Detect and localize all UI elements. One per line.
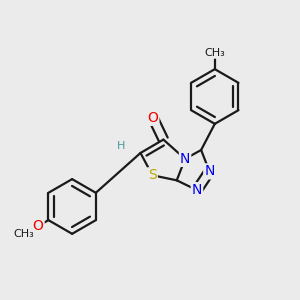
Text: N: N [180, 152, 190, 166]
Text: CH₃: CH₃ [14, 229, 34, 239]
Text: N: N [204, 164, 214, 178]
Text: O: O [148, 111, 158, 125]
Text: O: O [33, 219, 44, 233]
Text: N: N [192, 183, 202, 197]
Text: H: H [117, 140, 125, 151]
Text: CH₃: CH₃ [204, 48, 225, 58]
Text: S: S [148, 168, 157, 182]
